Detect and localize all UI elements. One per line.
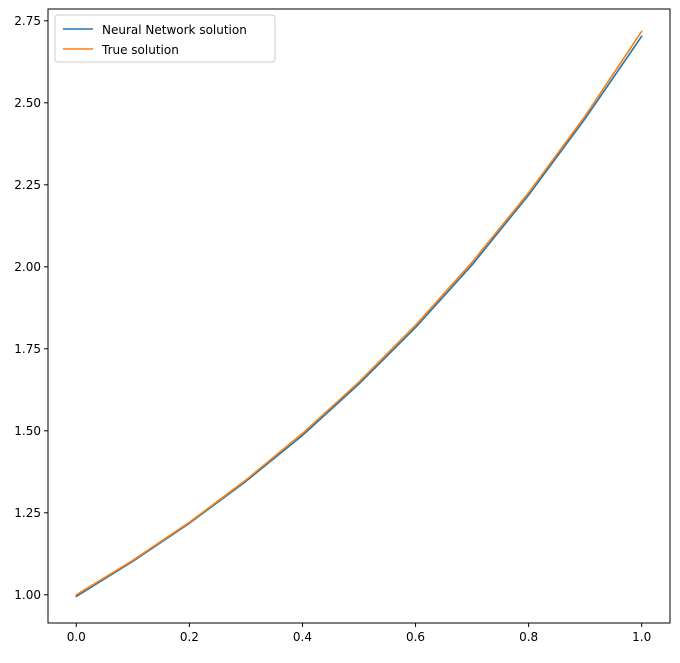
x-tick-label: 0.8 — [519, 630, 538, 644]
x-tick-label: 0.2 — [180, 630, 199, 644]
legend-label-true-solution: True solution — [101, 43, 179, 57]
series-line-true-solution — [75, 30, 643, 596]
y-tick-label: 2.25 — [14, 178, 41, 192]
y-axis-ticks: 1.00 1.25 1.50 1.75 2.00 2.25 2.50 2.75 — [14, 14, 48, 602]
x-tick-label: 0.4 — [293, 630, 312, 644]
series-layer — [75, 30, 643, 598]
x-tick-label: 0.6 — [406, 630, 425, 644]
y-tick-label: 1.00 — [14, 588, 41, 602]
legend-label-neural-network: Neural Network solution — [102, 23, 247, 37]
y-tick-label: 2.75 — [14, 14, 41, 28]
x-tick-label: 1.0 — [632, 630, 651, 644]
plot-frame — [47, 8, 671, 624]
y-tick-label: 1.50 — [14, 424, 41, 438]
series-line-neural-network-solution — [75, 35, 643, 598]
y-tick-label: 1.75 — [14, 342, 41, 356]
x-axis-ticks: 0.0 0.2 0.4 0.6 0.8 1.0 — [67, 623, 651, 644]
x-tick-label: 0.0 — [67, 630, 86, 644]
y-tick-label: 2.50 — [14, 96, 41, 110]
y-tick-label: 2.00 — [14, 260, 41, 274]
legend-box — [54, 14, 276, 63]
plot-area — [48, 9, 670, 623]
y-tick-label: 1.25 — [14, 506, 41, 520]
legend: Neural Network solution True solution — [54, 14, 276, 63]
